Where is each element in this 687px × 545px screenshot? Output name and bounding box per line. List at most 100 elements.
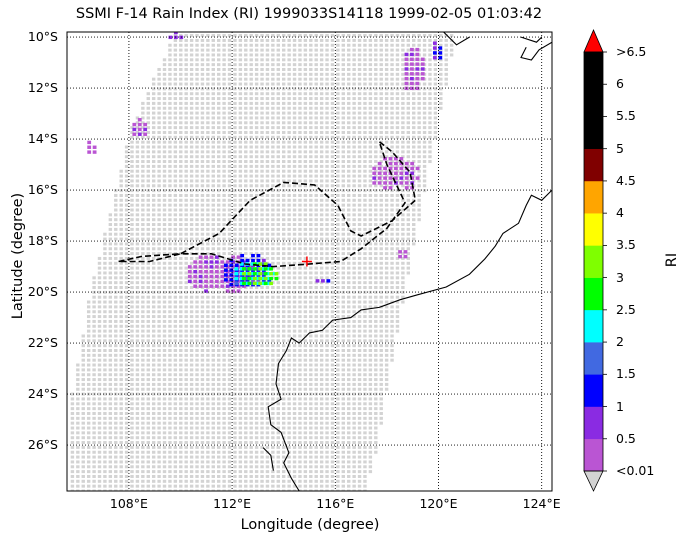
swath-pixel bbox=[92, 339, 96, 343]
swath-pixel bbox=[260, 150, 264, 154]
swath-pixel bbox=[135, 334, 140, 338]
swath-pixel bbox=[162, 145, 167, 149]
swath-pixel bbox=[146, 450, 150, 454]
swath-pixel bbox=[287, 426, 291, 430]
swath-pixel bbox=[168, 368, 172, 372]
swath-pixel bbox=[433, 77, 438, 81]
swath-pixel bbox=[238, 179, 243, 183]
swath-pixel bbox=[265, 368, 270, 372]
swath-pixel bbox=[70, 431, 75, 435]
swath-pixel bbox=[422, 116, 427, 120]
swath-pixel bbox=[352, 310, 356, 314]
swath-pixel bbox=[151, 252, 156, 256]
swath-pixel bbox=[108, 436, 113, 440]
swath-pixel bbox=[341, 130, 345, 134]
swath-pixel bbox=[227, 97, 232, 101]
swath-pixel bbox=[206, 450, 210, 454]
swath-pixel bbox=[379, 339, 383, 343]
swath-pixel bbox=[325, 198, 329, 202]
swath-pixel bbox=[200, 363, 205, 367]
swath-pixel bbox=[108, 319, 113, 323]
swath-pixel bbox=[244, 310, 248, 314]
swath-pixel bbox=[184, 300, 188, 304]
swath-pixel bbox=[417, 116, 421, 120]
swath-pixel bbox=[336, 348, 340, 352]
swath-pixel bbox=[135, 315, 140, 319]
swath-pixel bbox=[282, 193, 286, 197]
swath-pixel bbox=[249, 416, 253, 420]
swath-pixel bbox=[92, 368, 96, 372]
swath-pixel bbox=[384, 150, 389, 154]
swath-pixel bbox=[336, 421, 340, 425]
swath-pixel bbox=[254, 203, 259, 207]
swath-pixel bbox=[249, 348, 253, 352]
swath-pixel bbox=[157, 465, 161, 469]
swath-pixel bbox=[238, 106, 243, 110]
swath-pixel bbox=[238, 460, 243, 464]
swath-pixel bbox=[151, 135, 156, 139]
swath-pixel bbox=[173, 126, 178, 130]
swath-pixel bbox=[276, 281, 280, 285]
swath-pixel bbox=[249, 223, 253, 227]
swath-pixel bbox=[130, 271, 134, 275]
swath-pixel bbox=[363, 106, 367, 110]
swath-pixel bbox=[287, 315, 291, 319]
swath-pixel bbox=[97, 353, 102, 357]
swath-pixel bbox=[325, 382, 329, 386]
swath-pixel bbox=[406, 213, 411, 217]
swath-pixel bbox=[195, 203, 199, 207]
swath-pixel bbox=[157, 276, 161, 280]
swath-pixel bbox=[330, 72, 335, 76]
swath-pixel bbox=[417, 130, 421, 134]
swath-pixel bbox=[162, 378, 167, 382]
swath-pixel bbox=[406, 203, 411, 207]
swath-pixel bbox=[401, 184, 405, 188]
swath-pixel bbox=[103, 324, 107, 328]
swath-pixel bbox=[298, 126, 302, 130]
swath-pixel bbox=[124, 378, 129, 382]
swath-pixel bbox=[238, 237, 243, 241]
swath-pixel bbox=[260, 145, 264, 149]
swath-pixel bbox=[141, 407, 145, 411]
swath-pixel bbox=[309, 72, 313, 76]
swath-pixel bbox=[330, 92, 335, 96]
swath-pixel bbox=[422, 87, 427, 91]
swath-pixel bbox=[189, 169, 194, 173]
swath-pixel bbox=[119, 319, 123, 323]
swath-pixel bbox=[303, 290, 308, 294]
swath-pixel bbox=[357, 223, 362, 227]
swath-pixel bbox=[368, 411, 373, 415]
swath-pixel bbox=[222, 363, 226, 367]
swath-pixel bbox=[179, 450, 183, 454]
swath-pixel bbox=[325, 431, 329, 435]
swath-pixel bbox=[309, 387, 313, 391]
swath-pixel bbox=[368, 227, 373, 231]
swath-pixel bbox=[195, 155, 199, 159]
swath-pixel bbox=[303, 87, 308, 91]
swath-pixel bbox=[200, 223, 205, 227]
swath-pixel bbox=[319, 130, 324, 134]
swath-pixel bbox=[282, 101, 286, 105]
swath-pixel bbox=[282, 305, 286, 309]
swath-pixel bbox=[130, 174, 134, 178]
swath-pixel bbox=[254, 121, 259, 125]
swath-pixel bbox=[86, 319, 91, 323]
swath-pixel bbox=[363, 465, 367, 469]
swath-pixel bbox=[374, 121, 378, 125]
swath-pixel bbox=[216, 189, 221, 193]
colorbar-tick-label: 1 bbox=[616, 398, 624, 414]
swath-pixel bbox=[162, 426, 167, 430]
swath-pixel bbox=[222, 319, 226, 323]
swath-pixel bbox=[298, 242, 302, 246]
swath-pixel bbox=[162, 441, 167, 445]
swath-pixel bbox=[347, 223, 351, 227]
swath-pixel bbox=[222, 140, 226, 144]
swath-pixel bbox=[173, 474, 178, 478]
swath-pixel bbox=[146, 174, 150, 178]
swath-pixel bbox=[92, 373, 96, 377]
swath-pixel bbox=[130, 281, 134, 285]
swath-pixel bbox=[319, 324, 324, 328]
swath-pixel bbox=[151, 155, 156, 159]
swath-pixel bbox=[216, 179, 221, 183]
